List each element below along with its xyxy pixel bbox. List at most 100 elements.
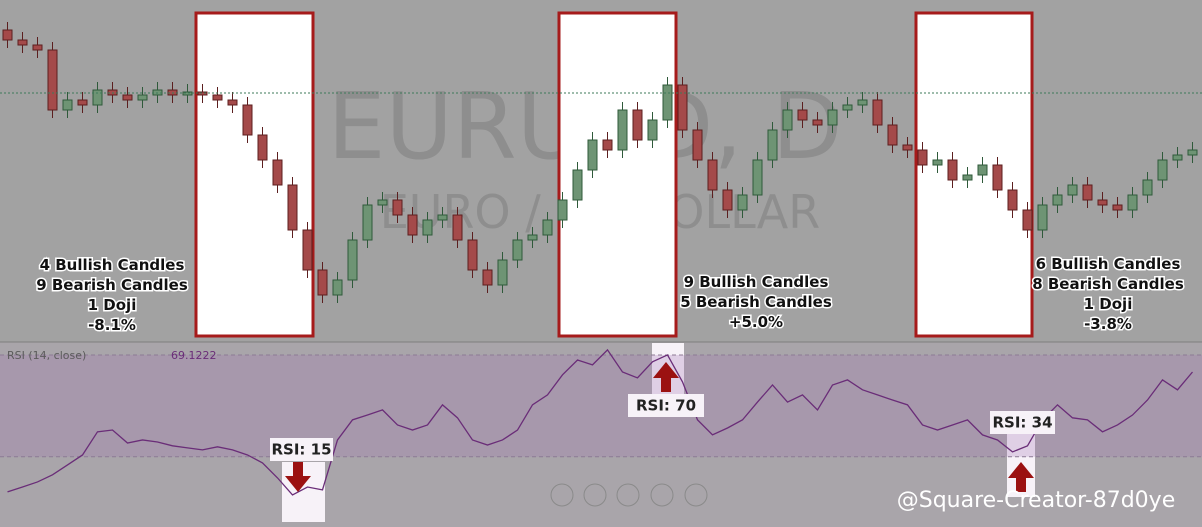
arrow-down [285, 462, 311, 492]
candle-body [1067, 184, 1078, 196]
arrow-up [653, 362, 679, 392]
candle-body [347, 239, 358, 281]
candle-body [1097, 199, 1108, 206]
candle-body [1052, 194, 1063, 206]
candle-body [932, 159, 943, 166]
candle-body [242, 104, 253, 136]
candle-body [587, 139, 598, 171]
scroll-right[interactable] [684, 483, 708, 507]
candle-body [482, 269, 493, 286]
candle-body [632, 109, 643, 141]
candle-body [227, 99, 238, 106]
candle-body [32, 44, 43, 51]
candle-body [947, 159, 958, 181]
summary-line: -3.8% [1084, 315, 1132, 333]
arrows [285, 362, 1034, 492]
summary-line: 8 Bearish Candles [1032, 275, 1184, 293]
candle-body [302, 229, 313, 271]
highlight-box [194, 11, 315, 338]
candle-body [137, 94, 148, 101]
candle-body [1022, 209, 1033, 231]
summary-line: 9 Bearish Candles [36, 276, 188, 294]
candle-body [422, 219, 433, 236]
annotation-box [628, 394, 704, 417]
summary-line: 1 Doji [88, 296, 137, 314]
watermark-credit: @Square-Creator-87d0ye [897, 488, 1176, 513]
candle-body [707, 159, 718, 191]
candle-body [212, 94, 223, 101]
candle-body [842, 104, 853, 111]
candle-body [332, 279, 343, 296]
candle-body [527, 234, 538, 241]
arrow-up [1008, 462, 1034, 492]
rsi-title: RSI (14, close) [7, 349, 86, 362]
candle-body [812, 119, 823, 126]
summary-line: 5 Bearish Candles [680, 293, 832, 311]
candle-body [77, 99, 88, 106]
candle-body [452, 214, 463, 241]
rsi-last-value: 69.1222 [171, 349, 217, 362]
candle-body [917, 149, 928, 166]
rsi-panel [0, 342, 1202, 527]
candle-body [782, 109, 793, 131]
candle-body [827, 109, 838, 126]
candle-body [722, 189, 733, 211]
candle-body [992, 164, 1003, 191]
candle-body [287, 184, 298, 231]
candle-body [1112, 204, 1123, 211]
candle-body [497, 259, 508, 286]
candle-body [1142, 179, 1153, 196]
candle-body [407, 214, 418, 236]
candle-body [62, 99, 73, 111]
candle-body [602, 139, 613, 151]
candle-body [362, 204, 373, 241]
summary-line: 6 Bullish Candles [1036, 255, 1181, 273]
candle-body [17, 39, 28, 46]
summary-line: +5.0% [729, 313, 783, 331]
summary-line: -8.1% [88, 316, 136, 334]
scroll-left[interactable] [550, 483, 574, 507]
candle-body [272, 159, 283, 186]
candle-body [92, 89, 103, 106]
candle-body [542, 219, 553, 236]
candle-body [692, 129, 703, 161]
zoom-out[interactable] [583, 483, 607, 507]
candle-body [767, 129, 778, 161]
candle-body [257, 134, 268, 161]
reset[interactable] [616, 483, 640, 507]
candle-body [902, 144, 913, 151]
candle-body [1007, 189, 1018, 211]
summary-line: 1 Doji [1084, 295, 1133, 313]
candle-body [1127, 194, 1138, 211]
candle-body [857, 99, 868, 106]
candle-body [962, 174, 973, 181]
candle-body [647, 119, 658, 141]
candle-body [797, 109, 808, 121]
candle-body [1157, 159, 1168, 181]
summary-line: 9 Bullish Candles [684, 273, 829, 291]
candle-body [1172, 154, 1183, 161]
candle-body [2, 29, 13, 41]
annotation-box [990, 411, 1055, 434]
candle-body [557, 199, 568, 221]
candle-body [122, 94, 133, 101]
candle-body [572, 169, 583, 201]
candle-body [1037, 204, 1048, 231]
candle-body [317, 269, 328, 296]
candle-body [662, 84, 673, 121]
zoom-controls [550, 483, 708, 507]
rsi-highlight [282, 462, 325, 522]
candle-body [377, 199, 388, 206]
candle-body [737, 194, 748, 211]
candle-body [677, 84, 688, 131]
rsi-band [0, 354, 1202, 457]
candle-body [467, 239, 478, 271]
candle-body [392, 199, 403, 216]
candle-body [1082, 184, 1093, 201]
annotation-box [270, 438, 333, 461]
candle-body [617, 109, 628, 151]
zoom-in[interactable] [650, 483, 674, 507]
candle-body [872, 99, 883, 126]
summary-line: 4 Bullish Candles [40, 256, 185, 274]
